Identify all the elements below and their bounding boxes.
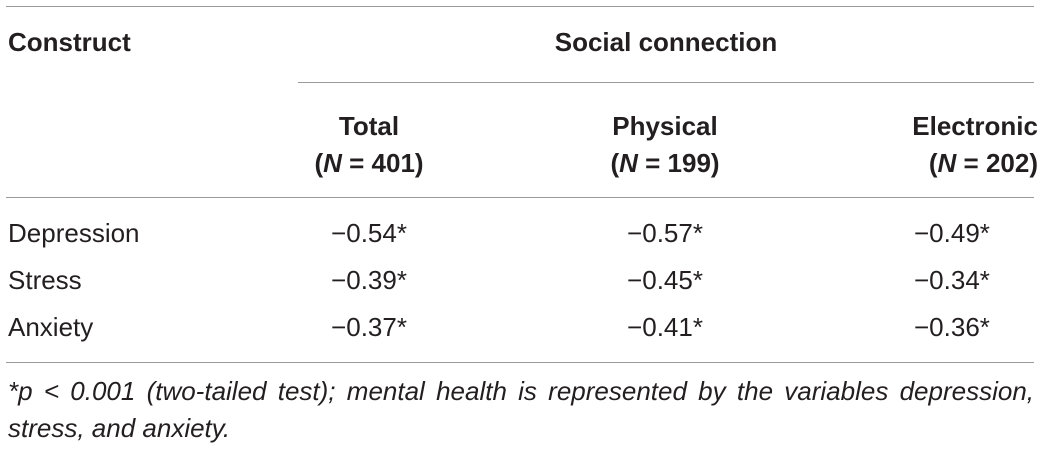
top-rule <box>6 6 1034 7</box>
column-label: Total <box>338 111 400 141</box>
table-cell: −0.57* <box>627 218 703 248</box>
column-header-total: Total (N = 401) <box>249 108 489 182</box>
column-header-physical: Physical (N = 199) <box>545 108 785 182</box>
table-cell: −0.37* <box>331 312 407 342</box>
construct-header: Construct <box>8 27 131 57</box>
column-label: Electronic <box>912 111 1038 141</box>
column-header-electronic: Electronic (N = 202) <box>822 108 1038 182</box>
table-cell: −0.39* <box>331 265 407 295</box>
column-label: Physical <box>612 111 718 141</box>
table-cell: −0.49* <box>914 218 990 248</box>
column-sample-size: (N = 199) <box>610 148 720 178</box>
header-rule <box>6 197 1034 198</box>
table-cell: −0.41* <box>627 312 703 342</box>
table-cell: −0.45* <box>627 265 703 295</box>
table-cell: −0.54* <box>331 218 407 248</box>
column-sample-size: (N = 202) <box>928 148 1038 178</box>
table-cell: −0.36* <box>914 312 990 342</box>
bottom-rule <box>6 362 1034 363</box>
social-connection-header: Social connection <box>554 27 778 57</box>
group-rule <box>298 82 1034 83</box>
table-cell: −0.34* <box>914 265 990 295</box>
row-label-depression: Depression <box>8 218 140 248</box>
row-label-stress: Stress <box>8 265 82 295</box>
table-footnote: *p < 0.001 (two-tailed test); mental hea… <box>8 376 1034 443</box>
column-sample-size: (N = 401) <box>314 148 424 178</box>
row-label-anxiety: Anxiety <box>8 312 94 342</box>
